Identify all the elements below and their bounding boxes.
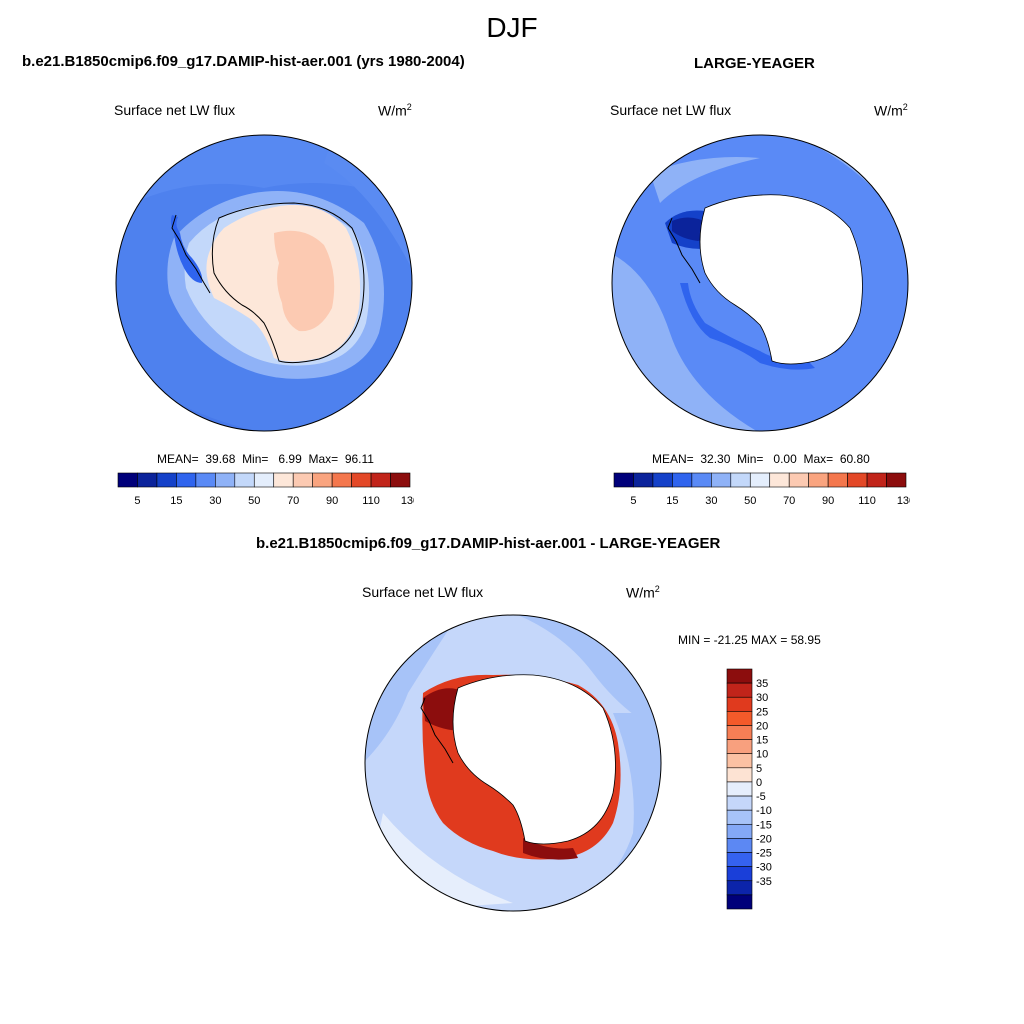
right-colorbar-swatch — [691, 472, 712, 488]
left-colorbar-tick-label: 15 — [170, 495, 182, 507]
left-colorbar-swatch — [253, 472, 275, 488]
diff-colorbar-swatch — [726, 880, 753, 896]
left-colorbar-swatch — [117, 472, 138, 488]
diff-colorbar-tick-label: -20 — [756, 833, 772, 845]
right-colorbar: 5 15 30 50 70 90 110 130 — [613, 472, 910, 507]
right-colorbar-swatch — [672, 472, 693, 488]
right-colorbar-swatch — [788, 472, 809, 488]
right-colorbar-swatch — [633, 472, 654, 488]
diff-colorbar-tick-label: 5 — [756, 763, 762, 775]
diff-minmax: MIN = -21.25 MAX = 58.95 — [678, 633, 821, 647]
diff-colorbar-tick-label: 25 — [756, 706, 768, 718]
right-colorbar-tick-label: 5 — [630, 495, 636, 507]
diff-colorbar-tick-label: 0 — [756, 777, 762, 789]
right-colorbar-swatch — [866, 472, 887, 488]
right-colorbar-swatch — [847, 472, 868, 488]
diff-colorbar-swatch — [726, 866, 753, 882]
diff-colorbar-tick-label: -5 — [756, 791, 766, 803]
diff-colorbar-tick-label: 35 — [756, 678, 768, 690]
diff-polar-map — [364, 614, 662, 912]
right-colorbar-tick-label: 110 — [858, 495, 876, 507]
left-colorbar-tick-label: 90 — [326, 495, 338, 507]
right-colorbar-swatch — [711, 472, 732, 488]
diff-colorbar-swatch — [726, 894, 753, 910]
left-panel-title: b.e21.B1850cmip6.f09_g17.DAMIP-hist-aer.… — [22, 53, 465, 70]
right-variable-label: Surface net LW flux — [610, 102, 732, 118]
left-colorbar-swatch — [215, 472, 236, 488]
diff-colorbar-swatch — [726, 795, 753, 811]
diff-colorbar-swatch — [726, 696, 753, 712]
right-colorbar-swatch — [652, 472, 673, 488]
diff-colorbar-swatch — [726, 711, 753, 726]
left-colorbar: 5 15 30 50 70 90 110 130 — [117, 472, 414, 507]
diff-colorbar-swatch — [726, 767, 753, 783]
diff-colorbar-tick-label: -10 — [756, 805, 772, 817]
left-colorbar-swatch — [234, 472, 255, 488]
left-colorbar-tick-label: 110 — [362, 495, 380, 507]
right-colorbar-swatch — [730, 472, 751, 488]
diff-colorbar-swatch — [726, 682, 753, 698]
diff-colorbar-swatch — [726, 823, 753, 839]
right-colorbar-tick-label: 70 — [783, 495, 795, 507]
left-stats: MEAN= 39.68 Min= 6.99 Max= 96.11 — [157, 452, 374, 466]
left-colorbar-swatch — [370, 472, 391, 488]
left-colorbar-tick-label: 130 — [401, 495, 414, 507]
left-colorbar-swatch — [273, 472, 294, 488]
left-variable-label: Surface net LW flux — [114, 102, 236, 118]
diff-colorbar-tick-label: 10 — [756, 749, 768, 761]
right-colorbar-swatch — [613, 472, 634, 488]
right-colorbar-swatch — [769, 472, 790, 488]
left-colorbar-tick-label: 5 — [134, 495, 140, 507]
right-polar-map — [611, 134, 909, 432]
left-colorbar-swatch — [312, 472, 333, 488]
diff-colorbar-tick-label: 30 — [756, 692, 768, 704]
diff-colorbar-swatch — [726, 809, 753, 825]
diff-colorbar-swatch — [726, 781, 753, 797]
diff-colorbar-tick-label: -25 — [756, 848, 772, 860]
right-colorbar-swatch — [827, 472, 848, 488]
right-colorbar-swatch — [808, 472, 829, 488]
diff-colorbar-swatch — [726, 852, 753, 867]
left-colorbar-swatch — [292, 472, 313, 488]
right-colorbar-tick-label: 30 — [705, 495, 717, 507]
diff-colorbar-swatch — [726, 838, 753, 853]
diff-colorbar-swatch — [726, 668, 753, 684]
left-colorbar-swatch — [137, 472, 158, 488]
right-units-label: W/m2 — [874, 102, 908, 119]
right-colorbar-swatch — [886, 472, 907, 488]
diff-colorbar: 35 30 25 20 15 10 5 0 -5 -10 -15 -20 -25 -30 -35 — [726, 668, 772, 910]
left-colorbar-swatch — [176, 472, 197, 488]
diff-colorbar-tick-label: -35 — [756, 876, 772, 888]
diff-colorbar-swatch — [726, 725, 753, 740]
diff-colorbar-tick-label: 15 — [756, 735, 768, 747]
diff-units-label: W/m2 — [626, 584, 660, 601]
left-colorbar-swatch — [390, 472, 411, 488]
right-colorbar-tick-label: 90 — [822, 495, 834, 507]
left-colorbar-swatch — [195, 472, 216, 488]
diff-colorbar-tick-label: 20 — [756, 720, 768, 732]
left-colorbar-tick-label: 70 — [287, 495, 299, 507]
left-polar-map — [115, 134, 413, 432]
left-colorbar-swatch — [351, 472, 372, 488]
left-colorbar-swatch — [156, 472, 177, 488]
left-colorbar-tick-label: 30 — [209, 495, 221, 507]
diff-variable-label: Surface net LW flux — [362, 584, 484, 600]
left-colorbar-swatch — [331, 472, 352, 488]
left-colorbar-tick-label: 50 — [248, 495, 260, 507]
diff-panel-title: b.e21.B1850cmip6.f09_g17.DAMIP-hist-aer.… — [256, 535, 721, 552]
diff-colorbar-tick-label: -30 — [756, 862, 772, 874]
left-units-label: W/m2 — [378, 102, 412, 119]
right-panel-title: LARGE-YEAGER — [694, 55, 815, 72]
right-colorbar-tick-label: 50 — [744, 495, 756, 507]
diff-colorbar-swatch — [726, 753, 753, 769]
right-colorbar-tick-label: 130 — [897, 495, 910, 507]
diff-colorbar-tick-label: -15 — [756, 819, 772, 831]
figure-title: DJF — [486, 12, 538, 43]
right-stats: MEAN= 32.30 Min= 0.00 Max= 60.80 — [652, 452, 870, 466]
diff-colorbar-swatch — [726, 739, 753, 755]
right-colorbar-tick-label: 15 — [666, 495, 678, 507]
right-colorbar-swatch — [749, 472, 771, 488]
